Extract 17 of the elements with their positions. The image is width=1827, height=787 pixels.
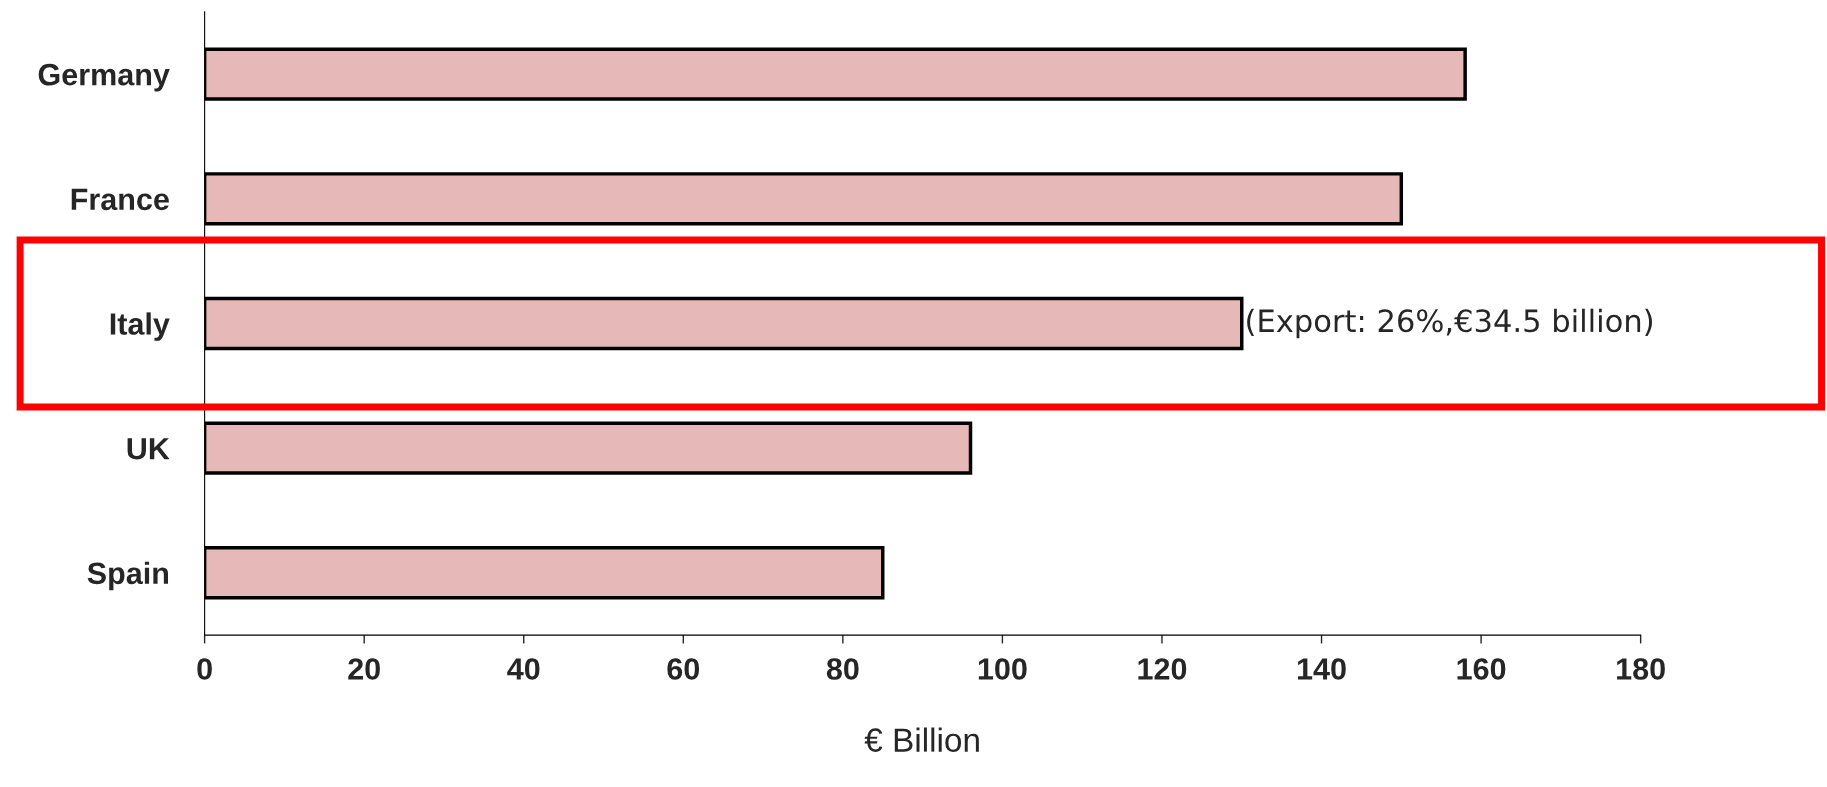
y-tick-label: France — [71, 188, 169, 211]
x-tick-label: 120 — [1138, 658, 1187, 680]
y-tick-label: Italy — [110, 312, 170, 341]
y-tick-label: UK — [127, 438, 170, 460]
x-tick-label: 0 — [197, 658, 212, 680]
x-axis-title: € Billion — [864, 727, 979, 752]
y-tick-label: Germany — [38, 63, 170, 92]
x-tick-label: 80 — [826, 658, 859, 680]
x-tick-label: 40 — [507, 658, 540, 680]
x-tick-label: 20 — [348, 658, 380, 680]
x-tick-label: 140 — [1297, 658, 1346, 680]
y-tick-label: Spain — [87, 561, 169, 591]
annotation: (Export: 26%,€34.5 billion) — [1247, 308, 1652, 339]
x-tick-label: 160 — [1457, 658, 1506, 680]
x-tick-label: 180 — [1617, 658, 1665, 680]
x-tick-label: 60 — [667, 658, 700, 680]
x-tick-label: 100 — [978, 658, 1027, 680]
